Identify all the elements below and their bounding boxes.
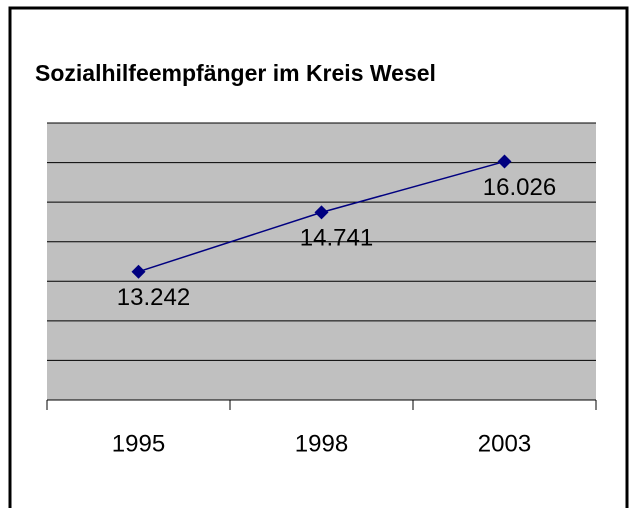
x-tick-label: 1998 <box>295 430 348 457</box>
data-label: 16.026 <box>483 174 556 201</box>
marker <box>131 264 146 279</box>
x-tick-label: 2003 <box>478 430 531 457</box>
marker <box>497 154 512 169</box>
marker <box>314 205 329 220</box>
plot-area <box>47 123 596 400</box>
data-label: 13.242 <box>117 284 190 311</box>
data-label: 14.741 <box>300 225 373 252</box>
x-tick-label: 1995 <box>112 430 165 457</box>
chart-title: Sozialhilfeempfänger im Kreis Wesel <box>35 60 436 86</box>
